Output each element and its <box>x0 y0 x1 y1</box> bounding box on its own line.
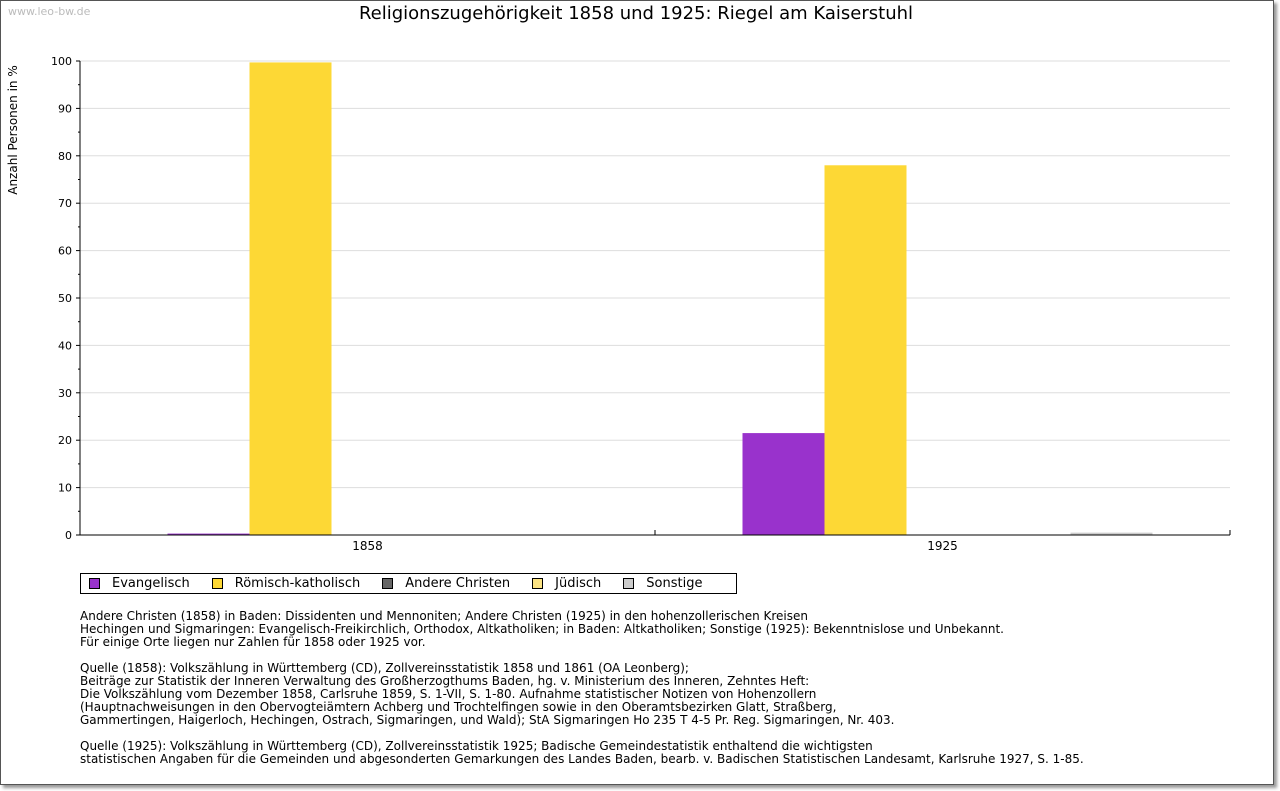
x-tick-label: 1925 <box>927 539 958 553</box>
legend-item: Evangelisch <box>89 576 190 591</box>
note-line: Andere Christen (1858) in Baden: Disside… <box>80 609 808 623</box>
axes <box>76 60 1231 536</box>
legend-item: Sonstige <box>623 576 702 591</box>
legend-swatch <box>382 578 394 589</box>
note-line: Hechingen und Sigmaringen: Evangelisch-F… <box>80 622 1004 636</box>
legend-item: Jüdisch <box>532 576 601 591</box>
tick-labels: 0 10 20 30 40 50 60 70 80 90 100 1858 1925 <box>51 55 958 553</box>
y-tick-label: 100 <box>51 55 72 68</box>
note-line: Beiträge zur Statistik der Inneren Verwa… <box>80 674 810 688</box>
note-line: Quelle (1925): Volkszählung in Württembe… <box>80 739 873 753</box>
legend-label: Jüdisch <box>555 576 602 591</box>
note-line: statistischen Angaben für die Gemeinden … <box>80 752 1084 766</box>
note-paragraph: Andere Christen (1858) in Baden: Disside… <box>80 610 1084 649</box>
y-tick-label: 40 <box>58 339 72 352</box>
legend: Evangelisch Römisch-katholisch Andere Chri… <box>80 573 737 594</box>
x-tick-label: 1858 <box>352 539 383 553</box>
legend-item: Römisch-katholisch <box>211 576 361 591</box>
legend-label: Andere Christen <box>405 576 511 591</box>
y-tick-label: 90 <box>58 102 72 115</box>
note-line: (Hauptnachweisungen in den Obervogteiämt… <box>80 700 837 714</box>
note-line: Für einige Orte liegen nur Zahlen für 18… <box>80 635 426 649</box>
legend-swatch <box>89 578 100 589</box>
legend-swatch <box>532 578 544 589</box>
legend-label: Sonstige <box>646 576 703 591</box>
notes: Andere Christen (1858) in Baden: Disside… <box>80 610 1084 779</box>
y-tick-label: 10 <box>58 482 72 495</box>
y-tick-label: 60 <box>58 245 72 258</box>
y-tick-label: 70 <box>58 197 72 210</box>
legend-label: Evangelisch <box>112 576 190 591</box>
legend-label: Römisch-katholisch <box>234 576 361 591</box>
plot-area: 0 10 20 30 40 50 60 70 80 90 100 1858 1925 <box>51 55 1231 553</box>
y-tick-label: 80 <box>58 150 72 163</box>
watermark: www.leo-bw.de <box>8 5 91 18</box>
note-line: Die Volkszählung vom Dezember 1858, Carl… <box>80 687 817 701</box>
note-line: Quelle (1858): Volkszählung in Württembe… <box>80 661 689 675</box>
bar-r-misch-katholisch-1925 <box>824 165 907 535</box>
legend-swatch <box>623 578 635 589</box>
y-tick-label: 50 <box>58 292 72 305</box>
y-tick-label: 30 <box>58 387 72 400</box>
legend-item: Andere Christen <box>382 576 510 591</box>
note-paragraph: Quelle (1858): Volkszählung in Württembe… <box>80 662 1084 727</box>
bar-sonstige-1925 <box>1070 532 1153 535</box>
bar-r-misch-katholisch-1858 <box>249 62 332 536</box>
note-paragraph: Quelle (1925): Volkszählung in Württembe… <box>80 740 1084 766</box>
bar-evangelisch-1925 <box>742 433 825 535</box>
note-line: Gammertingen, Haigerloch, Hechingen, Ost… <box>80 713 895 727</box>
bars <box>167 62 1153 536</box>
y-tick-label: 0 <box>65 529 72 542</box>
y-tick-label: 20 <box>58 434 72 447</box>
chart-title: Religionszugehörigkeit 1858 und 1925: Ri… <box>358 3 914 24</box>
legend-swatch <box>211 578 223 589</box>
bar-evangelisch-1858 <box>167 533 250 535</box>
